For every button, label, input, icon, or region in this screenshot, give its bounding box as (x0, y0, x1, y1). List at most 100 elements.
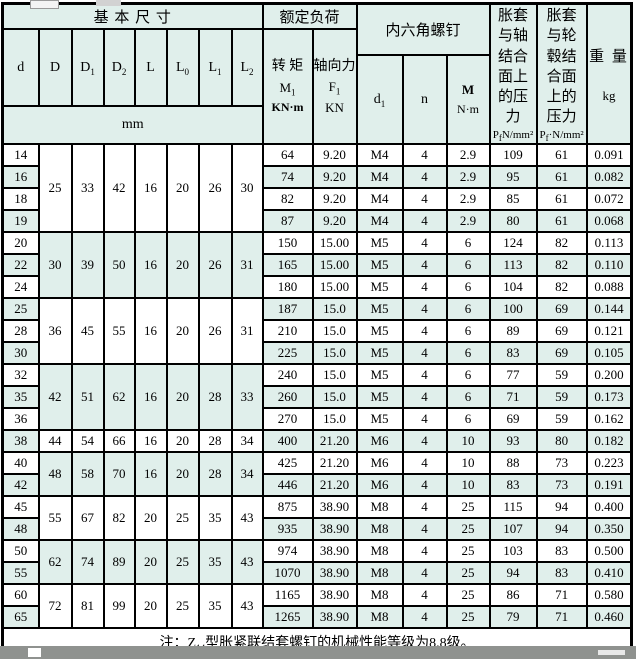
cell-dim-5: 28 (197, 363, 233, 432)
cell-screw-torque: 25 (445, 583, 491, 608)
cell-dim-6: 33 (230, 363, 264, 432)
cell-shaft-pressure: 86 (488, 583, 538, 608)
cell-shaft-pressure: 94 (488, 561, 538, 586)
cell-screw-count: 4 (401, 319, 448, 344)
cell-d: 36 (1, 407, 40, 432)
cell-torque: 74 (261, 165, 314, 190)
cell-d: 16 (1, 165, 40, 190)
cell-dim-0: 48 (37, 451, 73, 498)
cell-screw-count: 4 (401, 407, 448, 432)
table-row-d38: 38 44 54 66 16 20 28 34 400 21.20 M6 4 10 93 80 0.182 (1, 429, 633, 454)
header-weight: 重 量 kg (585, 2, 633, 146)
cell-dim-1: 51 (70, 363, 105, 432)
cell-screw-size: M8 (355, 517, 404, 542)
cell-hub-pressure: 71 (535, 583, 588, 608)
cell-weight: 0.460 (585, 605, 633, 630)
cell-screw-count: 4 (401, 517, 448, 542)
hub-pressure-unit: Pf·N/mm² (539, 128, 584, 143)
cell-screw-torque: 10 (445, 473, 491, 498)
cell-axial-force: 15.0 (311, 297, 358, 322)
cell-dim-4: 25 (165, 539, 200, 586)
cell-dim-4: 20 (165, 451, 200, 498)
cell-shaft-pressure: 71 (488, 385, 538, 410)
cell-dim-6: 31 (230, 231, 264, 300)
header-hex-socket-screw: 内六角螺钉 (355, 2, 491, 56)
cell-dim-3: 20 (133, 539, 168, 586)
cell-dim-3: 20 (133, 495, 168, 542)
cell-d: 45 (1, 495, 40, 520)
table-row-d50: 50 62 74 89 20 25 35 43 974 38.90 M8 4 25 103 83 0.500 (1, 539, 633, 586)
cell-screw-size: M5 (355, 231, 404, 256)
cell-weight: 0.068 (585, 209, 633, 234)
cell-weight: 0.144 (585, 297, 633, 322)
cell-torque: 180 (261, 275, 314, 300)
cell-screw-torque: 2.9 (445, 143, 491, 168)
cell-hub-pressure: 69 (535, 341, 588, 366)
cell-screw-torque: 25 (445, 495, 491, 520)
cell-shaft-pressure: 113 (488, 253, 538, 278)
cell-hub-pressure: 73 (535, 451, 588, 476)
header-hub-pressure: 胀套与轮毂结合面上的压力 Pf·N/mm² (535, 2, 588, 146)
cell-axial-force: 38.90 (311, 605, 358, 630)
cell-torque: 64 (261, 143, 314, 168)
cell-shaft-pressure: 79 (488, 605, 538, 630)
cell-dim-5: 28 (197, 451, 233, 498)
table-row-d22: 22 165 15.00 M5 4 6 113 82 0.110 (1, 253, 633, 278)
cell-weight: 0.121 (585, 319, 633, 344)
cell-dim-1: 45 (70, 297, 105, 366)
cell-shaft-pressure: 85 (488, 187, 538, 212)
cell-screw-count: 4 (401, 561, 448, 586)
cell-hub-pressure: 59 (535, 363, 588, 388)
cell-screw-count: 4 (401, 605, 448, 630)
cell-dim-1: 58 (70, 451, 105, 498)
cell-weight: 0.500 (585, 539, 633, 564)
table-row-d24: 24 180 15.00 M5 4 6 104 82 0.088 (1, 275, 633, 300)
cell-dim-6: 43 (230, 583, 264, 630)
cell-torque: 1070 (261, 561, 314, 586)
cell-axial-force: 15.0 (311, 363, 358, 388)
header-screw-d1: d1 (355, 53, 404, 146)
cell-dim-2: 82 (102, 495, 136, 542)
cell-shaft-pressure: 109 (488, 143, 538, 168)
header-dim-l2: L2 (230, 27, 264, 108)
cell-dim-5: 35 (197, 583, 233, 630)
cell-screw-count: 4 (401, 209, 448, 234)
cell-dim-3: 16 (133, 451, 168, 498)
cell-shaft-pressure: 107 (488, 517, 538, 542)
header-dim-d1: D1 (70, 27, 105, 108)
cell-screw-count: 4 (401, 253, 448, 278)
cell-shaft-pressure: 80 (488, 209, 538, 234)
cell-dim-2: 99 (102, 583, 136, 630)
cell-dim-6: 30 (230, 143, 264, 234)
cell-dim-0: 36 (37, 297, 73, 366)
cell-weight: 0.110 (585, 253, 633, 278)
cell-dim-6: 43 (230, 539, 264, 586)
cell-shaft-pressure: 115 (488, 495, 538, 520)
cell-axial-force: 38.90 (311, 539, 358, 564)
cell-dim-6: 43 (230, 495, 264, 542)
cell-dim-2: 42 (102, 143, 136, 234)
cell-dim-2: 66 (102, 429, 136, 454)
cell-dim-5: 26 (197, 231, 233, 300)
cell-axial-force: 38.90 (311, 517, 358, 542)
cell-shaft-pressure: 103 (488, 539, 538, 564)
cell-torque: 425 (261, 451, 314, 476)
shaft-pressure-unit: PfN/mm² (492, 128, 534, 143)
header-shaft-pressure: 胀套与轴结合面上的压力 PfN/mm² (488, 2, 538, 146)
cell-screw-size: M5 (355, 407, 404, 432)
table-row-d30: 30 225 15.0 M5 4 6 83 69 0.105 (1, 341, 633, 366)
cell-screw-torque: 10 (445, 451, 491, 476)
cell-axial-force: 9.20 (311, 143, 358, 168)
cell-torque: 974 (261, 539, 314, 564)
cell-dim-1: 39 (70, 231, 105, 300)
strip-marker (598, 650, 625, 655)
table-row-d32: 32 42 51 62 16 20 28 33 240 15.0 M5 4 6 77 59 0.200 (1, 363, 633, 432)
cell-dim-0: 44 (37, 429, 73, 454)
cell-dim-4: 20 (165, 297, 200, 366)
cell-dim-5: 35 (197, 539, 233, 586)
cell-torque: 187 (261, 297, 314, 322)
header-screw-torque: M N·m (445, 53, 491, 146)
cell-dim-3: 20 (133, 583, 168, 630)
cell-weight: 0.105 (585, 341, 633, 366)
cell-dim-1: 81 (70, 583, 105, 630)
